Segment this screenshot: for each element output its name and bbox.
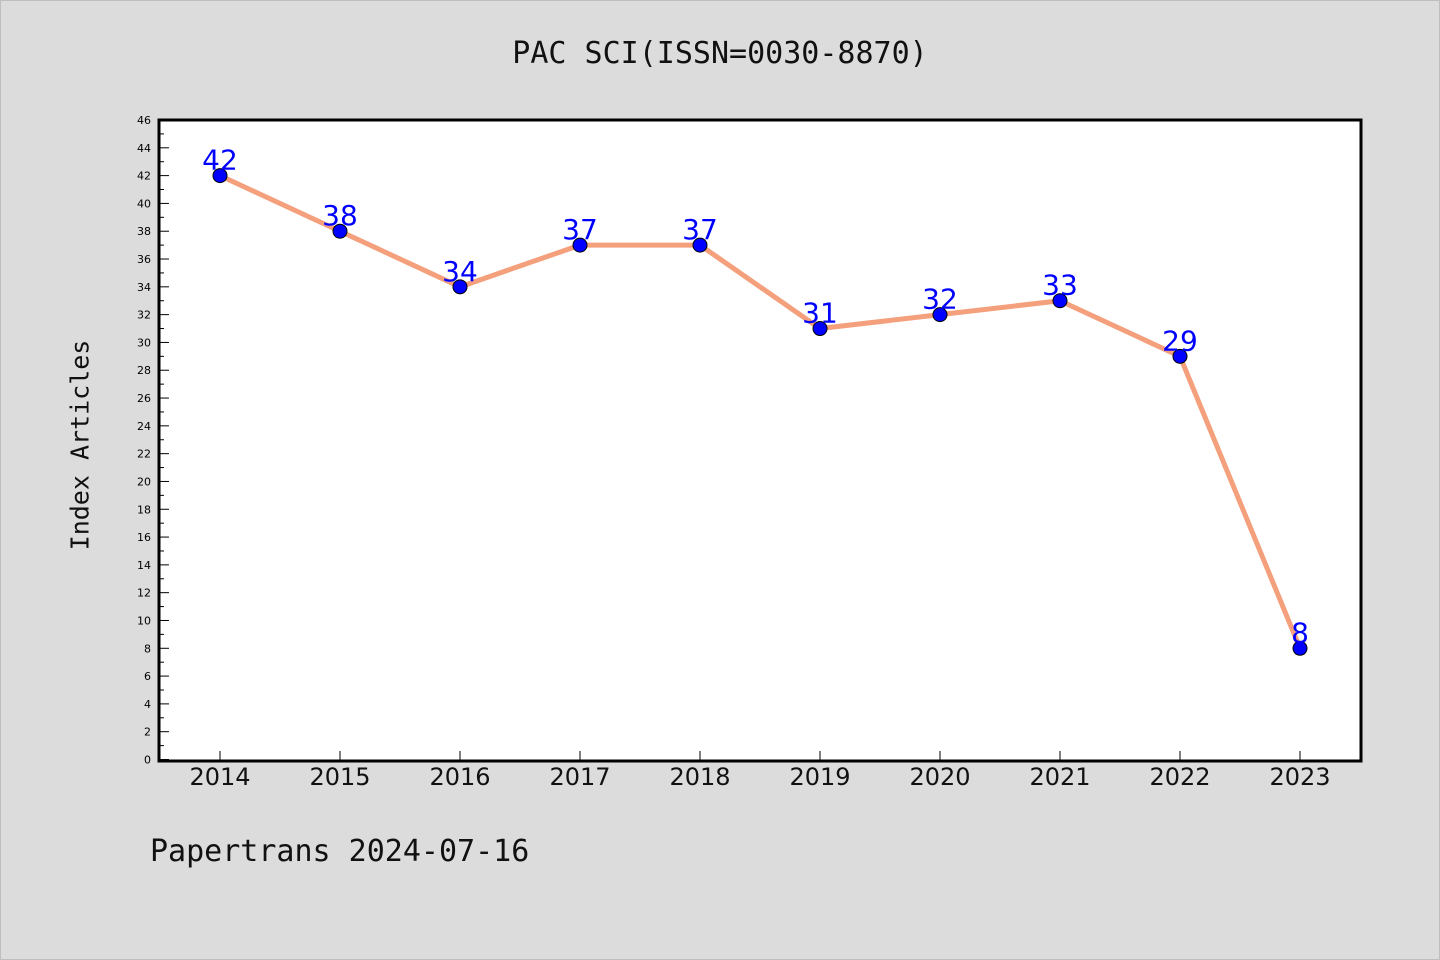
data-label: 38 (322, 199, 358, 232)
x-tick-label: 2018 (669, 763, 730, 791)
x-tick-label: 2017 (549, 763, 610, 791)
data-point-group (212, 168, 1308, 656)
footer-text: Papertrans 2024-07-16 (150, 834, 530, 869)
y-tick-label: 36 (137, 253, 151, 266)
y-tick-label: 40 (137, 197, 151, 210)
data-point (1052, 293, 1068, 309)
y-tick-label: 0 (144, 754, 151, 767)
data-point (1172, 348, 1188, 364)
y-tick-label: 32 (137, 309, 151, 322)
data-point (332, 223, 348, 239)
series-line (217, 173, 1303, 651)
x-tick-label: 2022 (1149, 763, 1210, 791)
y-tick-label: 16 (137, 531, 151, 544)
y-tick-label: 8 (144, 642, 151, 655)
chart-title: PAC SCI(ISSN=0030-8870) (512, 36, 928, 71)
y-tick-label: 46 (137, 114, 151, 127)
data-point (1292, 640, 1308, 656)
data-label: 8 (1291, 616, 1309, 649)
x-axis: 2014 2015 2016 2017 2018 2019 2020 2021 2022 2023 (189, 751, 1331, 791)
y-tick-label: 24 (137, 420, 151, 433)
y-tick-label: 26 (137, 392, 151, 405)
y-tick-label: 6 (144, 670, 151, 683)
y-tick-label: 44 (137, 142, 151, 155)
data-point (812, 321, 828, 337)
data-label: 33 (1042, 269, 1078, 302)
data-label: 37 (682, 213, 718, 246)
y-tick-label: 30 (137, 336, 151, 349)
x-tick-label: 2023 (1269, 763, 1330, 791)
y-tick-label: 28 (137, 364, 151, 377)
x-tick-label: 2015 (309, 763, 370, 791)
data-label: 37 (562, 213, 598, 246)
data-label: 42 (202, 144, 238, 177)
data-point (572, 237, 588, 253)
y-axis: 0246810121416182022242628303234363840424… (137, 114, 169, 767)
data-label: 31 (802, 297, 838, 330)
data-label: 34 (442, 255, 478, 288)
data-label: 29 (1162, 324, 1198, 357)
x-tick-label: 2021 (1029, 763, 1090, 791)
x-tick-label: 2020 (909, 763, 970, 791)
data-point (452, 279, 468, 295)
y-tick-label: 10 (137, 614, 151, 627)
data-label: 32 (922, 283, 958, 316)
y-tick-label: 38 (137, 225, 151, 238)
data-point (932, 307, 948, 323)
data-point (212, 168, 228, 184)
y-tick-label: 42 (137, 170, 151, 183)
x-tick-label: 2019 (789, 763, 850, 791)
x-tick-label: 2016 (429, 763, 490, 791)
y-tick-label: 18 (137, 503, 151, 516)
y-tick-label: 34 (137, 281, 151, 294)
y-tick-label: 4 (144, 698, 151, 711)
y-tick-label: 20 (137, 475, 151, 488)
x-tick-label: 2014 (189, 763, 250, 791)
plot-area (157, 118, 1363, 763)
y-tick-label: 2 (144, 726, 151, 739)
y-tick-label: 12 (137, 587, 151, 600)
y-tick-label: 22 (137, 448, 151, 461)
data-label-group: 42 38 34 37 37 31 32 33 29 8 (202, 144, 1309, 650)
data-point (692, 237, 708, 253)
y-tick-label: 14 (137, 559, 151, 572)
series-line-group (217, 173, 1303, 651)
